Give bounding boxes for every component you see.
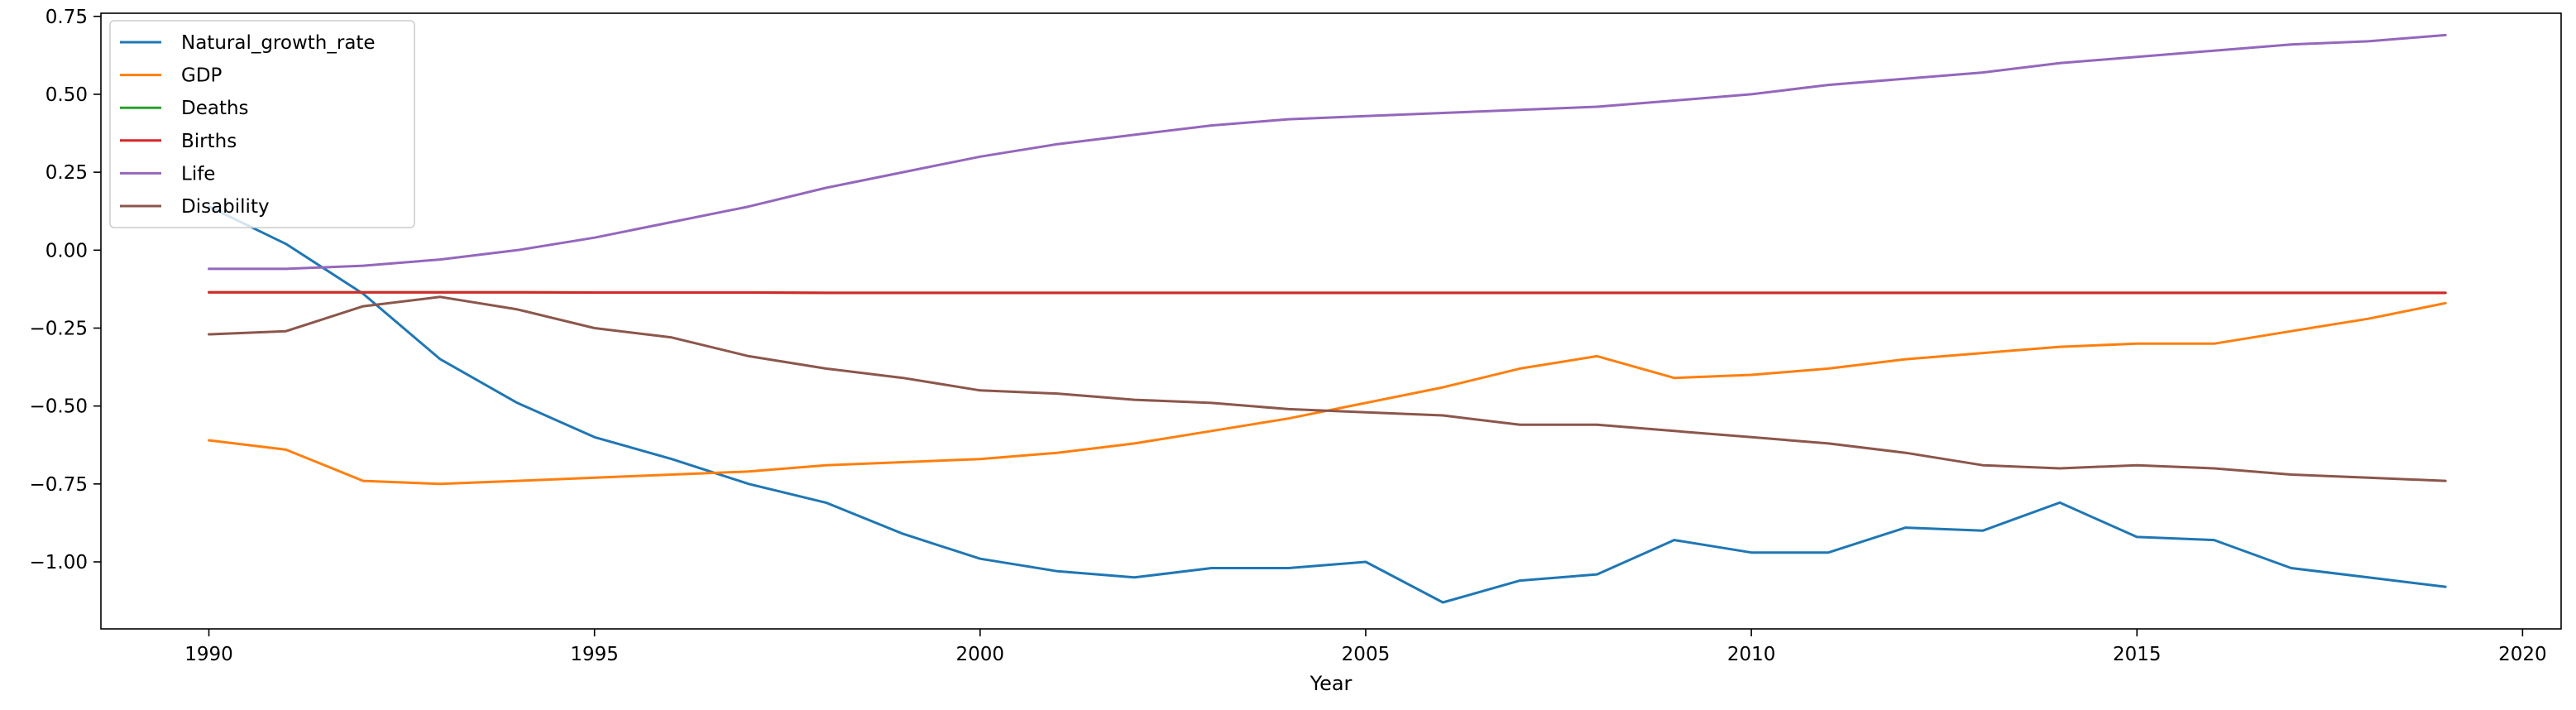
- y-tick-label: 0.00: [45, 240, 88, 261]
- legend: Natural_growth_rate GDP Deaths Births Life Di…: [109, 20, 415, 228]
- y-tick-label: −0.75: [30, 474, 88, 496]
- series-line-life: [208, 33, 2447, 271]
- x-tick-label: 1990: [184, 644, 233, 665]
- y-axis: 0.75 0.50 0.25 0.00 −0.25 −0.50 −0.75 −1.00: [30, 7, 101, 573]
- x-axis-title: Year: [1310, 672, 1353, 695]
- legend-label: Life: [181, 163, 215, 185]
- series-line-natural-growth-rate: [208, 205, 2447, 604]
- series-line-births: [208, 290, 2447, 295]
- x-tick-label: 2020: [2498, 644, 2547, 665]
- series-lines: [208, 33, 2447, 604]
- x-tick-label: 1995: [570, 644, 619, 665]
- legend-label: GDP: [181, 65, 223, 87]
- legend-label: Disability: [181, 196, 270, 218]
- y-tick-label: −1.00: [30, 552, 88, 573]
- legend-label: Births: [181, 131, 237, 152]
- legend-label: Deaths: [181, 98, 249, 119]
- y-tick-label: −0.25: [30, 318, 88, 339]
- x-tick-label: 2005: [1342, 644, 1391, 665]
- legend-box: [109, 20, 415, 228]
- y-tick-label: 0.25: [45, 162, 88, 184]
- y-tick-label: 0.75: [45, 7, 88, 28]
- x-tick-label: 2000: [956, 644, 1005, 665]
- series-line-disability: [208, 295, 2447, 482]
- x-tick-label: 2015: [2113, 644, 2162, 665]
- x-tick-label: 2010: [1727, 644, 1776, 665]
- y-tick-label: −0.50: [30, 396, 88, 418]
- y-tick-label: 0.50: [45, 84, 88, 106]
- x-axis: 1990 1995 2000 2005 2010 2015 2020: [184, 629, 2547, 665]
- legend-label: Natural_growth_rate: [181, 32, 376, 54]
- plot-frame: [100, 12, 2562, 630]
